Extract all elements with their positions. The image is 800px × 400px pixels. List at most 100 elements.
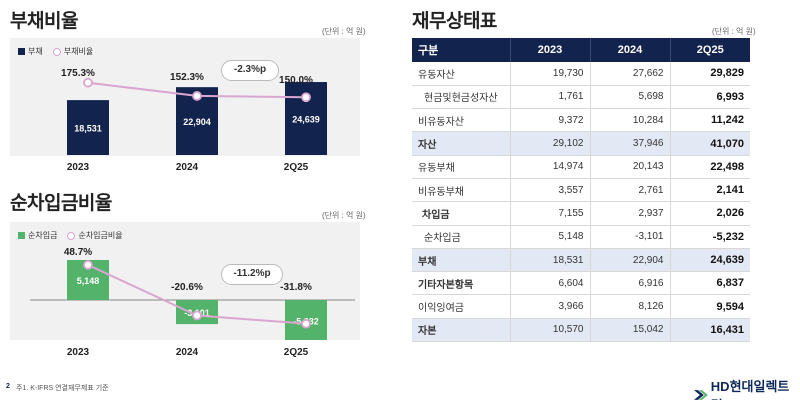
cell-2q25: 22,498	[670, 155, 750, 179]
row-label: 자산	[412, 131, 511, 156]
table-row: 비유동자산 9,372 10,284 11,242	[412, 108, 750, 133]
row-label: 차입금	[412, 201, 511, 226]
net-x-label-2q25: 2Q25	[283, 347, 309, 358]
cell-2q25: 11,242	[670, 108, 750, 133]
debt-x-label-2024: 2024	[175, 162, 199, 173]
header-2q25: 2Q25	[670, 38, 750, 62]
cell-2q25: 2,026	[670, 201, 750, 226]
net-unit-label: (단위 : 억 원)	[322, 211, 366, 220]
debt-legend-line-label: 부채비율	[63, 47, 94, 56]
row-label: 기타자본항목	[412, 271, 511, 296]
table-row-total-liabilities: 부채 18,531 22,904 24,639	[412, 248, 750, 273]
net-ratio-point-2024	[192, 310, 202, 321]
debt-legend-bar-label: 부채	[28, 47, 43, 56]
net-x-label-2024: 2024	[175, 347, 199, 358]
net-legend-line-label: 순차입금비율	[78, 231, 123, 240]
net-debt-ratio-title: 순차입금비율	[10, 193, 112, 214]
net-change-pill: -11.2%p	[221, 264, 283, 285]
cell-2023: 14,974	[510, 155, 591, 179]
table-row: 기타자본항목 6,604 6,916 6,837	[412, 271, 750, 296]
cell-2024: 2,937	[590, 201, 671, 226]
hd-logo-icon	[694, 390, 708, 400]
cell-2023: 1,761	[510, 85, 591, 110]
cell-2024: 20,143	[590, 155, 671, 179]
net-x-label-2023: 2023	[66, 347, 90, 358]
row-label: 유동부채	[412, 155, 511, 179]
debt-ratio-point-2024	[192, 91, 202, 101]
debt-ratio-title: 부채비율	[10, 11, 78, 32]
debt-bar-value-2023: 18,531	[74, 124, 102, 134]
row-label: 유동자산	[412, 62, 511, 86]
balance-sheet-title: 재무상태표	[412, 11, 497, 32]
cell-2q25: 29,829	[670, 62, 750, 86]
cell-2024: 22,904	[590, 248, 671, 273]
cell-2023: 5,148	[510, 225, 591, 249]
net-ratio-label-2q25: -31.8%	[280, 282, 312, 293]
cell-2023: 6,604	[510, 271, 591, 296]
cell-2q25: 6,837	[670, 271, 750, 296]
row-label: 순차입금	[412, 225, 511, 249]
cell-2024: 5,698	[590, 85, 671, 110]
net-legend-line-marker	[67, 231, 76, 240]
cell-2q25: -5,232	[670, 225, 750, 249]
net-chart: 5,148-3,101-5,232	[30, 260, 355, 340]
row-label: 이익잉여금	[412, 294, 511, 319]
cell-2024: 37,946	[590, 131, 671, 156]
cell-2q25: 41,070	[670, 131, 750, 156]
balance-sheet-unit: (단위 : 억 원)	[712, 27, 756, 36]
debt-ratio-label-2023: 175.3%	[61, 68, 95, 79]
debt-ratio-label-2024: 152.3%	[170, 72, 204, 83]
header-category: 구분	[412, 38, 511, 62]
debt-ratio-point-2Q25	[301, 92, 311, 103]
row-label: 비유동부채	[412, 178, 511, 203]
table-header-row: 구분 2023 2024 2Q25	[412, 38, 750, 62]
net-ratio-label-2024: -20.6%	[171, 282, 203, 293]
debt-bar-2023	[67, 100, 109, 155]
table-row-total-equity: 자본 10,570 15,042 16,431	[412, 318, 750, 343]
cell-2023: 3,966	[510, 294, 591, 319]
cell-2023: 9,372	[510, 108, 591, 133]
page-number: 2	[6, 383, 10, 390]
debt-legend: 부채 부채비율	[18, 46, 93, 57]
debt-ratio-label-2q25: 150.0%	[279, 75, 313, 86]
net-legend-bar-swatch	[18, 232, 25, 239]
row-label: 현금및현금성자산	[412, 85, 511, 110]
table-row: 유동자산 19,730 27,662 29,829	[412, 62, 750, 86]
debt-bar-value-2024: 22,904	[183, 117, 211, 127]
row-label: 비유동자산	[412, 108, 511, 133]
cell-2023: 29,102	[510, 131, 591, 156]
row-label: 부채	[412, 248, 511, 273]
table-row: 유동부채 14,974 20,143 22,498	[412, 155, 750, 179]
header-2023: 2023	[510, 38, 591, 62]
debt-ratio-point-2023	[83, 77, 93, 88]
footnote: 주1. K-IFRS 연결재무제표 기준	[16, 385, 109, 392]
cell-2024: 8,126	[590, 294, 671, 319]
table-row: 현금및현금성자산 1,761 5,698 6,993	[412, 85, 750, 110]
company-logo-text: HD현대일렉트릭	[710, 379, 790, 400]
table-row: 차입금 7,155 2,937 2,026	[412, 201, 750, 226]
debt-x-label-2q25: 2Q25	[283, 162, 309, 173]
balance-sheet-table: 구분 2023 2024 2Q25 유동자산 19,730 27,662 29,…	[412, 38, 750, 343]
cell-2024: 27,662	[590, 62, 671, 86]
balance-sheet: 구분 2023 2024 2Q25 유동자산 19,730 27,662 29,…	[412, 38, 750, 343]
cell-2023: 19,730	[510, 62, 591, 86]
debt-bar-value-2Q25: 24,639	[292, 115, 320, 125]
cell-2q25: 6,993	[670, 85, 750, 110]
cell-2q25: 16,431	[670, 318, 750, 343]
net-bar-value-2023: 5,148	[77, 276, 100, 286]
table-row-total-assets: 자산 29,102 37,946 41,070	[412, 131, 750, 156]
net-legend: 순차입금 순차입금비율	[18, 230, 123, 241]
net-ratio-label-2023: 48.7%	[63, 247, 93, 258]
cell-2q25: 24,639	[670, 248, 750, 273]
table-row: 비유동부채 3,557 2,761 2,141	[412, 178, 750, 203]
company-logo: HD현대일렉트릭	[694, 376, 800, 400]
debt-x-label-2023: 2023	[66, 162, 90, 173]
debt-change-pill: -2.3%p	[221, 60, 279, 81]
cell-2023: 3,557	[510, 178, 591, 203]
table-row: 이익잉여금 3,966 8,126 9,594	[412, 294, 750, 319]
cell-2023: 18,531	[510, 248, 591, 273]
debt-legend-bar-swatch	[18, 48, 25, 55]
net-ratio-point-2023	[83, 260, 93, 270]
debt-chart: 18,531 22,904 24,639	[67, 77, 327, 155]
net-ratio-point-2Q25	[301, 318, 311, 329]
